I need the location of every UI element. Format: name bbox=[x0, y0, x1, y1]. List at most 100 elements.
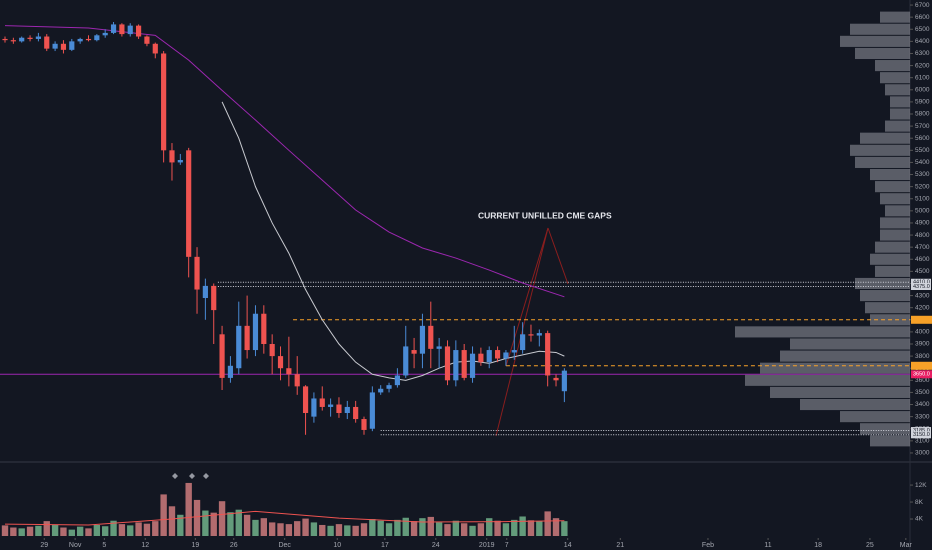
candle-body bbox=[202, 285, 208, 298]
volume-bar bbox=[502, 523, 510, 536]
x-tick-label: Nov bbox=[69, 542, 82, 549]
y-tick-label: 6000 bbox=[915, 87, 930, 94]
candle-body bbox=[353, 406, 359, 420]
volume-bar bbox=[410, 521, 418, 536]
volume-bar bbox=[218, 501, 226, 536]
x-tick-label: 18 bbox=[814, 542, 822, 549]
y-tick-label: 5000 bbox=[915, 208, 930, 215]
volume-bar bbox=[344, 525, 351, 536]
volume-profile-bar bbox=[890, 96, 910, 108]
moving-average bbox=[4, 25, 565, 298]
x-tick-label: 21 bbox=[616, 542, 624, 549]
candle-body bbox=[219, 334, 225, 378]
candle-body bbox=[444, 346, 451, 381]
candle-body bbox=[10, 40, 16, 42]
volume-bar bbox=[369, 519, 376, 536]
x-tick-label: Dec bbox=[278, 542, 291, 549]
candle-body bbox=[152, 43, 158, 54]
volume-bar bbox=[76, 526, 84, 536]
volume-bar bbox=[452, 520, 460, 536]
candle-body bbox=[386, 385, 392, 389]
candle-body bbox=[436, 346, 442, 349]
x-tick-label: 10 bbox=[333, 542, 341, 549]
y-tick-label: 6200 bbox=[915, 62, 930, 69]
candle-body bbox=[69, 41, 75, 50]
volume-profile-bar bbox=[735, 326, 910, 338]
x-tick-label: Mar bbox=[900, 542, 913, 549]
candle-body bbox=[453, 350, 459, 381]
candle-body bbox=[27, 37, 33, 39]
volume-bar bbox=[68, 529, 75, 536]
volume-profile-bar bbox=[780, 350, 910, 362]
volume-profile-bar bbox=[870, 435, 910, 447]
volume-profile-bar bbox=[880, 72, 910, 84]
volume-bar bbox=[419, 518, 426, 536]
volume-bar bbox=[193, 499, 201, 536]
volume-bar bbox=[486, 518, 493, 536]
volume-profile-bar bbox=[880, 11, 910, 23]
y-tick-label: 4000 bbox=[915, 329, 930, 336]
annotation-arrow bbox=[505, 227, 549, 367]
volume-bar bbox=[460, 523, 468, 536]
volume-profile-bar bbox=[890, 108, 910, 120]
volume-profile-bar bbox=[875, 60, 910, 72]
y-tick-label: 3400 bbox=[915, 401, 930, 408]
volume-bar bbox=[202, 510, 209, 536]
volume-bar bbox=[93, 524, 101, 536]
volume-bar bbox=[319, 524, 326, 536]
level-label: 4375.0 bbox=[913, 284, 930, 290]
volume-profile-bar bbox=[860, 423, 910, 435]
y-tick-label: 12K bbox=[915, 482, 927, 489]
y-tick-label: 6700 bbox=[915, 2, 930, 9]
candle-body bbox=[211, 285, 217, 311]
volume-bar bbox=[335, 524, 343, 536]
candle-body bbox=[227, 365, 234, 378]
volume-bar bbox=[152, 521, 159, 536]
y-tick-label: 5100 bbox=[915, 195, 930, 202]
level-label-box bbox=[911, 278, 931, 286]
volume-bar bbox=[327, 525, 334, 536]
volume-bar bbox=[302, 518, 309, 536]
x-tick-label: 7 bbox=[505, 542, 509, 549]
volume-profile-bar bbox=[880, 193, 910, 205]
candle-body bbox=[469, 353, 476, 378]
level-label-box bbox=[911, 361, 932, 370]
volume-bar bbox=[235, 509, 242, 536]
candle-body bbox=[277, 356, 284, 369]
volume-profile-bar bbox=[855, 47, 910, 60]
candle-body bbox=[77, 38, 83, 42]
candle-body bbox=[194, 256, 200, 290]
volume-bar bbox=[85, 528, 92, 536]
volume-profile-bar bbox=[865, 302, 910, 314]
x-tick-label: 25 bbox=[866, 542, 874, 549]
candle-body bbox=[528, 334, 534, 336]
volume-bar bbox=[143, 523, 151, 536]
candle-body bbox=[536, 333, 542, 336]
candle-body bbox=[503, 352, 509, 359]
candle-body bbox=[378, 388, 384, 393]
candle-body bbox=[119, 24, 125, 35]
candle-body bbox=[336, 404, 342, 413]
y-tick-label: 5300 bbox=[915, 171, 930, 178]
candle-body bbox=[545, 333, 551, 376]
last-price-box bbox=[911, 370, 932, 379]
volume-bar bbox=[310, 522, 318, 536]
y-tick-label: 3300 bbox=[915, 413, 930, 420]
last-price-label: 3650.0 bbox=[913, 372, 930, 378]
volume-bar bbox=[210, 512, 217, 536]
volume-bar bbox=[268, 522, 276, 536]
volume-bar bbox=[352, 525, 359, 536]
x-tick-label: 5 bbox=[102, 542, 106, 549]
volume-bar bbox=[26, 526, 34, 536]
candle-body bbox=[261, 313, 267, 344]
candle-body bbox=[102, 32, 108, 36]
volume-bar bbox=[285, 524, 293, 536]
candle-body bbox=[44, 36, 50, 49]
y-tick-label: 4200 bbox=[915, 304, 930, 311]
volume-bar bbox=[536, 521, 543, 536]
volume-bar bbox=[51, 524, 59, 536]
volume-bar bbox=[127, 525, 134, 536]
volume-profile-bar bbox=[870, 253, 910, 265]
level-label: 3150.0 bbox=[913, 432, 930, 438]
